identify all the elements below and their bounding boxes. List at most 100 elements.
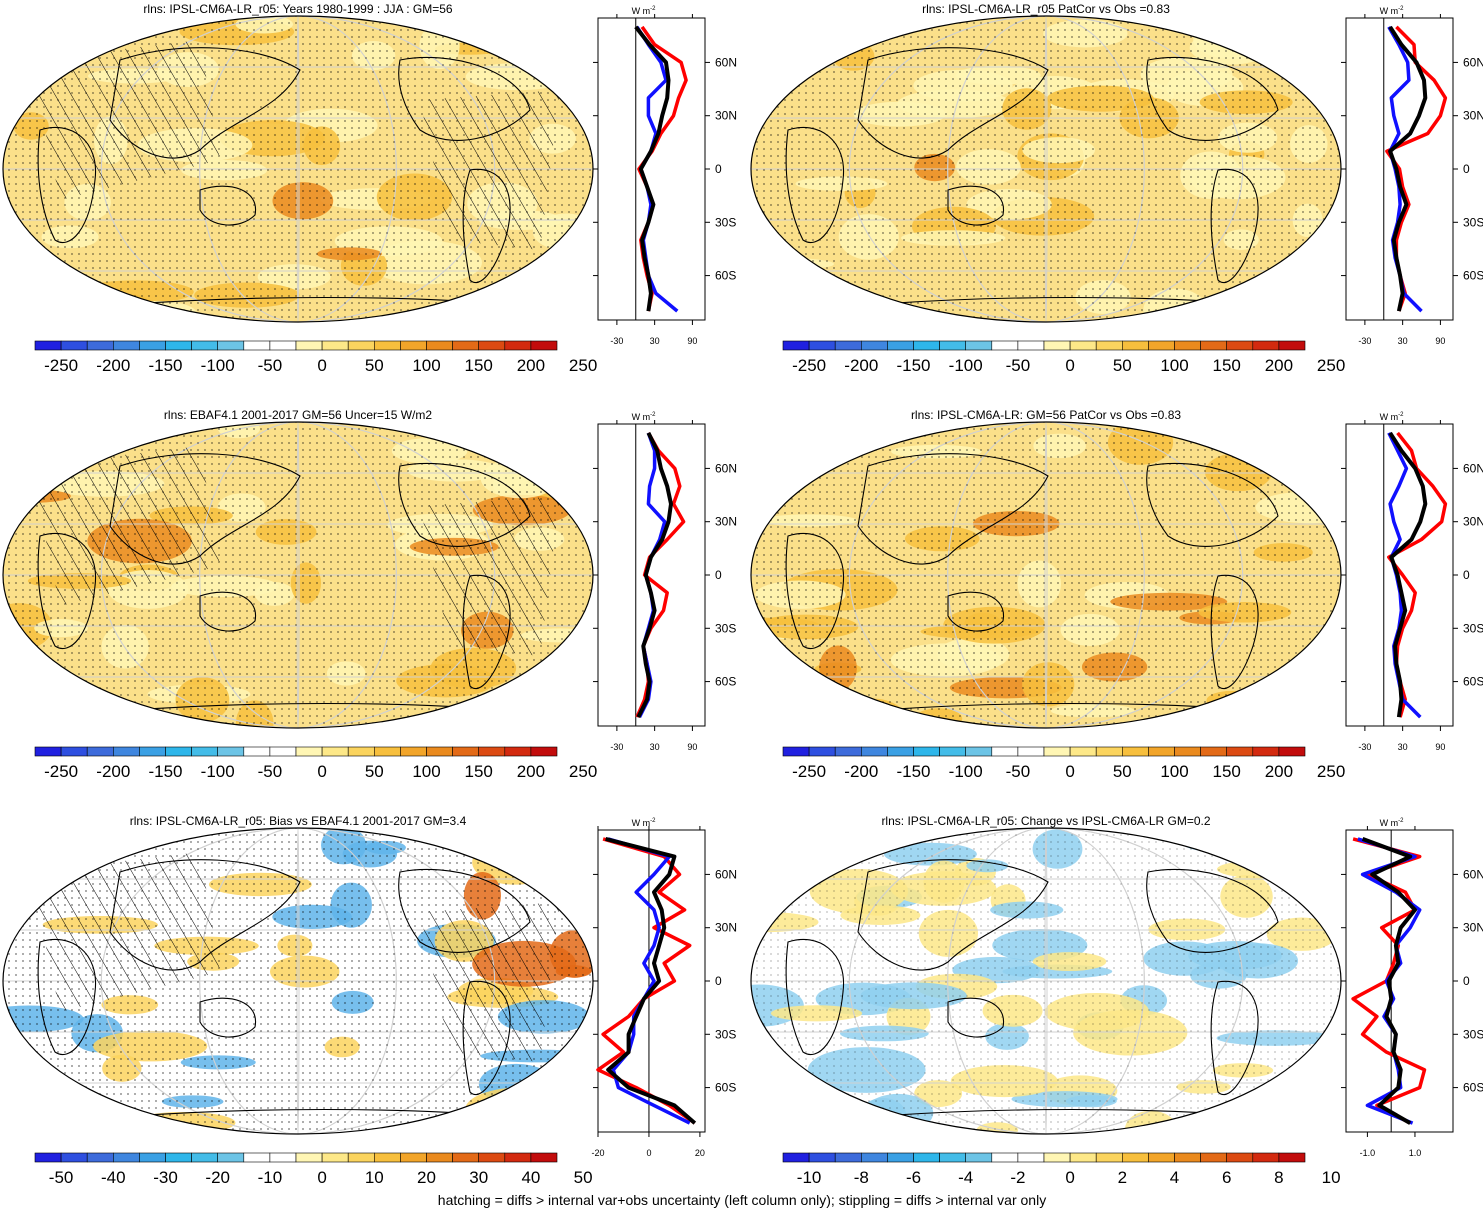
colorbar-tick-label: -250 [792,762,826,781]
profile-series-red [596,837,696,1125]
field-blob [510,18,577,64]
profile-unit-label: W m-2 [632,6,656,16]
profile-lat-label: 30S [1463,621,1483,635]
colorbar-swatch [86,746,114,757]
profile-lat-label: 30S [1463,215,1483,229]
profile-lat-label: 60S [715,1081,736,1095]
zonal-profile: W m-2 -30 30 90 60N 30N 0 30S 60S [593,6,737,346]
stippling [751,16,1341,322]
colorbar-tick-label: -200 [96,762,130,781]
colorbar-swatch [1148,340,1175,351]
colorbar-swatch [834,746,862,757]
colorbar-tick-label: -200 [844,356,878,375]
colorbar-swatch [1226,340,1254,351]
profile-series-black [605,836,697,1125]
field-blob [510,695,545,728]
profile-unit-exponent: -2 [650,6,656,12]
colorbar-tick-label: -30 [153,1168,178,1187]
coastline [109,453,301,565]
profile-xtick-label: 0 [646,1148,651,1158]
zonal-profile: W m-2 -30 30 90 60N 30N 0 30S 60S [1341,412,1483,752]
profile-lat-label: 0 [715,974,722,988]
profile-xtick-label: 1.0 [1409,1148,1422,1158]
profile-xtick-label: 90 [687,336,697,346]
colorbar-swatch [939,340,967,351]
coastline [857,47,1049,159]
profile-unit-exponent: -2 [1398,6,1404,12]
colorbar-swatch [165,1152,192,1163]
panel-title: rlns: IPSL-CM6A-LR: GM=56 PatCor vs Obs … [911,408,1181,422]
profile-lat-label: 30N [715,109,737,123]
world-map [2,15,594,323]
panel-title: rlns: IPSL-CM6A-LR_r05: Change vs IPSL-C… [881,814,1210,828]
field-blob [75,703,144,721]
colorbar-swatch [373,746,401,757]
profile-lat-label: 0 [1463,162,1470,176]
colorbar-tick-label: -40 [101,1168,126,1187]
colorbar-tick-label: -250 [792,356,826,375]
colorbar-tick-label: -4 [958,1168,973,1187]
colorbar-swatch [60,340,88,351]
colorbar-swatch [939,1152,967,1163]
coastline [785,532,845,649]
colorbar-swatch [861,340,888,351]
coastline [37,532,97,649]
panel-title: rlns: IPSL-CM6A-LR_r05: Years 1980-1999 … [143,2,452,16]
colorbar-swatch [1095,746,1123,757]
profile-lat-label: 30N [1463,109,1483,123]
profile-xtick-label: -30 [610,742,623,752]
colorbar-swatch [808,1152,836,1163]
colorbar-tick-label: -100 [949,762,983,781]
colorbar-swatch [782,1152,810,1163]
colorbar-tick-label: -50 [258,762,283,781]
colorbar-tick-label: 150 [1213,762,1241,781]
colorbar: -250 -200 -150 -100 -50 0 50 100 150 200 250 [782,340,1345,375]
colorbar-tick-label: 30 [469,1168,488,1187]
colorbar-swatch [60,746,88,757]
profile-frame [597,17,706,321]
field-blob [501,687,593,716]
colorbar-swatch [217,746,245,757]
profile-series-black [636,432,673,718]
colorbar-swatch [1095,1152,1123,1163]
coastline [398,56,531,141]
colorbar-swatch [400,1152,427,1163]
colorbar-swatch [452,1152,480,1163]
field-blob [751,422,837,445]
field-blob [751,454,820,488]
colorbar-swatch [139,1152,166,1163]
colorbar-swatch [1278,1152,1306,1163]
profile-xtick-label: -30 [610,336,623,346]
colorbar-swatch [139,340,166,351]
colorbar-swatch [1121,1152,1149,1163]
colorbar-swatch [991,746,1019,757]
profile-lat-label: 30N [715,515,737,529]
chart-panel-1: rlns: IPSL-CM6A-LR_r05: Years 1980-1999 … [2,2,737,375]
colorbar-swatch [1200,1152,1228,1163]
colorbar-swatch [939,746,967,757]
colorbar-swatch [782,340,810,351]
chart-panel-6: rlns: IPSL-CM6A-LR_r05: Change vs IPSL-C… [750,814,1483,1187]
coastline [109,47,301,159]
colorbar-tick-label: 100 [412,356,440,375]
colorbar-tick-label: 200 [517,762,545,781]
coastline [462,168,511,283]
colorbar-swatch [1095,340,1123,351]
world-map [2,421,594,729]
panel-title: rlns: IPSL-CM6A-LR_r05: Bias vs EBAF4.1 … [130,814,467,828]
colorbar-swatch [808,746,836,757]
world-map [750,421,1342,729]
colorbar-swatch [452,340,480,351]
profile-lat-label: 60S [715,269,736,283]
colorbar-swatch [295,1152,323,1163]
figure-footnote: hatching = diffs > internal var+obs unce… [438,1192,1046,1208]
colorbar-tick-label: 0 [317,1168,326,1187]
colorbar-tick-label: 0 [1065,356,1074,375]
colorbar-tick-label: 50 [365,762,384,781]
field-blob [1224,422,1289,437]
colorbar-swatch [400,746,427,757]
coastline [37,938,97,1055]
colorbar-swatch [504,746,532,757]
colorbar-swatch [1121,746,1149,757]
